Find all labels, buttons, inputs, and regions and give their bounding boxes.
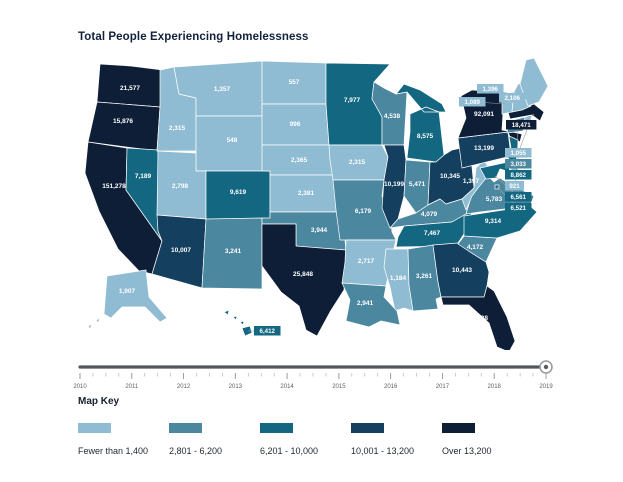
key-label-2: 6,201 - 10,000	[260, 446, 319, 456]
key-label-3: 10,001 - 13,200	[351, 446, 415, 456]
key-label-0: Fewer than 1,400	[78, 446, 149, 456]
page-title: Total People Experiencing Homelessness	[78, 31, 309, 43]
state-WY[interactable]	[195, 115, 269, 172]
state-value-MA: 18,471	[512, 122, 531, 129]
key-item-3: 10,001 - 13,200	[351, 423, 442, 456]
state-value-HI: 6,412	[260, 328, 276, 335]
slider-year-label: 2013	[229, 384, 243, 390]
state-WA[interactable]	[96, 63, 164, 108]
state-LA[interactable]	[341, 282, 401, 328]
slider-handle-dot	[543, 364, 549, 370]
state-IA[interactable]	[328, 144, 389, 181]
state-value-DE: 921	[509, 183, 520, 190]
slider-year-label: 2017	[436, 384, 450, 390]
slider-year-label: 2010	[73, 384, 87, 390]
state-value-DC: 6,521	[511, 205, 527, 212]
state-chip-NJ[interactable]	[505, 170, 532, 180]
key-item-0: Fewer than 1,400	[78, 423, 169, 456]
state-ME[interactable]	[519, 57, 549, 107]
state-value-RI: 1,055	[511, 150, 527, 157]
key-swatch-2	[260, 423, 293, 433]
map-key-title: Map Key	[78, 396, 120, 407]
state-HI[interactable]	[223, 309, 253, 337]
key-swatch-0	[78, 423, 111, 433]
key-swatch-4	[442, 423, 475, 433]
state-SD[interactable]	[261, 103, 330, 146]
state-IN[interactable]	[403, 159, 431, 214]
state-chip-CT[interactable]	[505, 159, 532, 169]
slider-year-label: 2012	[177, 384, 191, 390]
state-NM[interactable]	[201, 217, 263, 290]
state-chip-ME[interactable]	[499, 93, 526, 103]
state-chip-RI[interactable]	[505, 148, 532, 158]
state-KS[interactable]	[269, 174, 343, 213]
key-item-1: 2,801 - 6,200	[169, 423, 260, 456]
state-chip-VT[interactable]	[459, 97, 486, 107]
map-key-items: Fewer than 1,400 2,801 - 6,200 6,201 - 1…	[78, 423, 558, 456]
state-value-NJ: 8,862	[511, 172, 527, 179]
slider-year-label: 2014	[280, 384, 294, 390]
key-label-4: Over 13,200	[442, 446, 492, 456]
slider-year-label: 2011	[125, 384, 139, 390]
key-swatch-3	[351, 423, 384, 433]
slider-year-label: 2016	[384, 384, 398, 390]
state-chip-NH[interactable]	[477, 84, 504, 94]
state-value-MD: 6,561	[511, 194, 527, 201]
state-NE[interactable]	[261, 144, 341, 176]
state-chip-DE[interactable]	[505, 181, 524, 191]
state-chip-MA[interactable]	[506, 120, 537, 130]
state-value-CT: 3,033	[511, 161, 527, 168]
state-AK[interactable]	[87, 269, 168, 330]
state-value-NH: 1,396	[483, 86, 499, 93]
slider-year-label: 2019	[539, 384, 553, 390]
state-PA[interactable]	[457, 131, 512, 169]
state-AZ[interactable]	[151, 214, 207, 289]
key-item-4: Over 13,200	[442, 423, 533, 456]
state-value-ME: 2,106	[505, 95, 521, 102]
slider-year-label: 2015	[332, 384, 346, 390]
us-choropleth-map: 21,57715,876151,2787,1892,3151,3575482,7…	[84, 57, 549, 350]
key-item-2: 6,201 - 10,000	[260, 423, 351, 456]
state-chip-HI[interactable]	[254, 326, 281, 336]
map-key: Map Key Fewer than 1,400 2,801 - 6,200 6…	[78, 396, 558, 456]
key-swatch-1	[169, 423, 202, 433]
slider-year-label: 2018	[488, 384, 502, 390]
state-value-VT: 1,089	[465, 99, 481, 106]
state-chip-DC[interactable]	[505, 203, 532, 213]
state-TX[interactable]	[261, 223, 347, 337]
state-ND[interactable]	[261, 60, 327, 105]
state-FL[interactable]	[440, 285, 516, 350]
state-CO[interactable]	[205, 170, 271, 221]
key-label-1: 2,801 - 6,200	[169, 446, 223, 456]
year-slider: 2010 2011 2012 2013 2014 2015 2016 2017 2018 2019	[73, 360, 553, 390]
state-chip-MD[interactable]	[505, 192, 532, 202]
